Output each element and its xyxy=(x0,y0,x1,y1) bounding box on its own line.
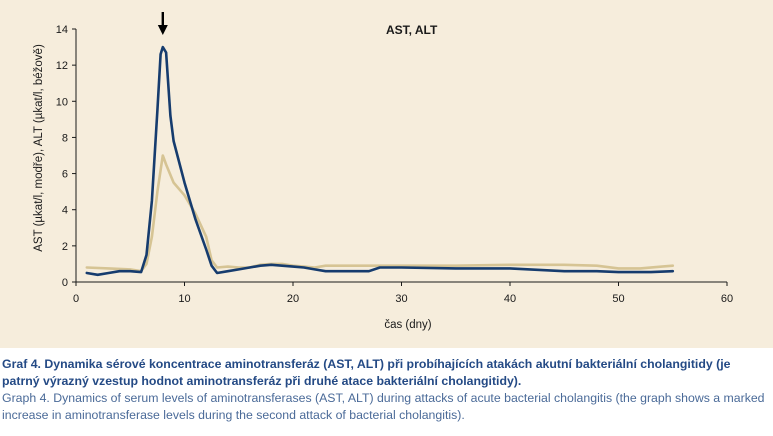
chart-axes: 0 2 4 6 8 10 12 14 0 10 20 30 40 50 60 xyxy=(56,24,733,305)
x-tick-label: 50 xyxy=(612,293,624,305)
peak-arrow-annotation xyxy=(157,12,168,35)
y-tick-label: 14 xyxy=(56,24,68,36)
caption-czech: Graf 4. Dynamika sérové koncentrace amin… xyxy=(2,357,731,388)
x-tick-label: 10 xyxy=(178,293,190,305)
y-tick-label: 2 xyxy=(62,241,68,253)
y-axis-title: AST (µkat/l, modře), ALT (µkat/l, béžově… xyxy=(33,44,45,252)
chart-title: AST, ALT xyxy=(386,23,438,37)
x-tick-label: 0 xyxy=(73,293,79,305)
x-axis-title: čas (dny) xyxy=(384,319,431,331)
y-tick-label: 6 xyxy=(62,169,68,181)
x-tick-label: 60 xyxy=(721,293,733,305)
series-line-ast xyxy=(85,45,675,277)
chart-figure: 0 2 4 6 8 10 12 14 0 10 20 30 40 50 60 AST, ALT čas (d… xyxy=(0,0,773,348)
y-tick-label: 4 xyxy=(62,205,68,217)
x-tick-label: 40 xyxy=(504,293,516,305)
x-tick-label: 20 xyxy=(287,293,299,305)
series-line-alt xyxy=(85,154,675,273)
y-tick-label: 12 xyxy=(56,60,68,72)
arrow-head xyxy=(157,25,168,35)
chart-series-layer xyxy=(85,45,675,277)
figure-caption: Graf 4. Dynamika sérové koncentrace amin… xyxy=(2,356,770,424)
line-chart: 0 2 4 6 8 10 12 14 0 10 20 30 40 50 60 AST, ALT čas (d… xyxy=(33,12,733,331)
x-tick-label: 30 xyxy=(395,293,407,305)
y-tick-label: 10 xyxy=(56,96,68,108)
y-tick-label: 8 xyxy=(62,132,68,144)
caption-english: Graph 4. Dynamics of serum levels of ami… xyxy=(2,391,765,422)
y-tick-label: 0 xyxy=(62,277,68,289)
